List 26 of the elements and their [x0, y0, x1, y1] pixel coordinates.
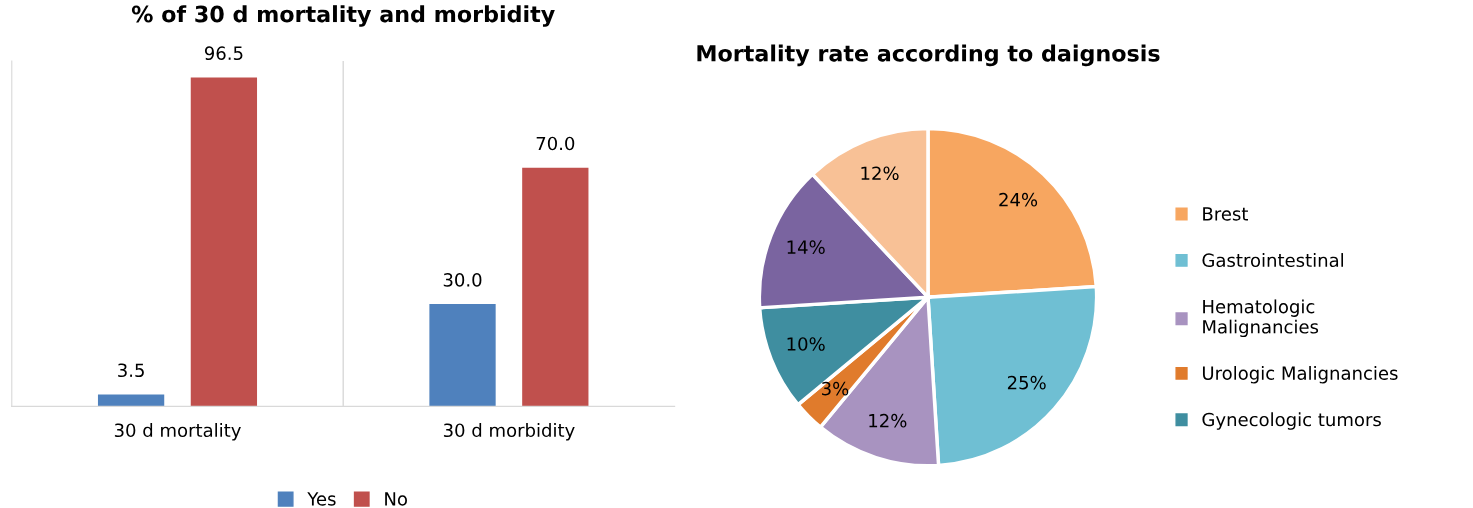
data-label: 70.0 [536, 136, 575, 151]
data-label: 12% [861, 166, 899, 181]
legend-label: Brest [1203, 207, 1248, 221]
legend-label: Hematologic Malignancies [1203, 299, 1319, 338]
chart-title: Mortality rate according to daignosis [697, 44, 1160, 67]
data-label: 24% [999, 192, 1038, 207]
data-label: 14% [787, 240, 825, 254]
data-label: 30.0 [443, 273, 482, 287]
bar [429, 304, 496, 407]
chart-title: % of 30 d mortality and morbidity [131, 5, 555, 27]
data-label: 3% [822, 381, 849, 396]
legend-label: Gastrointestinal [1202, 253, 1344, 268]
data-label: 12% [869, 413, 907, 428]
bar [522, 167, 589, 407]
data-label: 96.5 [204, 46, 243, 61]
bar [97, 394, 165, 407]
x-tick-label: 30 d morbidity [443, 423, 575, 441]
data-label: 3.5 [118, 363, 144, 378]
bar [190, 77, 258, 407]
x-tick-label: 30 d mortality [114, 423, 241, 441]
data-label: 25% [1007, 375, 1046, 390]
legend-label: No [385, 492, 407, 506]
data-label: 10% [787, 337, 825, 351]
legend-label: Yes [307, 492, 336, 506]
legend-label: Urologic Malignancies [1202, 366, 1398, 384]
legend-label: Gynecologic tumors [1202, 412, 1381, 430]
